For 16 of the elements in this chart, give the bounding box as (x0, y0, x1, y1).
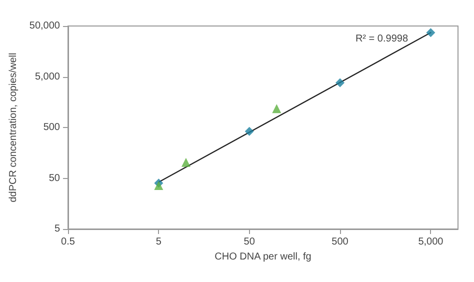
point (426, 28, 436, 38)
y-tick-label: 50 (48, 172, 60, 184)
y-tick-label: 50,000 (29, 20, 60, 32)
y-tick-label: 5,000 (34, 71, 60, 82)
x-axis-title: CHO DNA per well, fg (214, 251, 312, 262)
x-tick-label: 0.5 (61, 236, 76, 248)
x-tick-label: 50 (244, 236, 256, 248)
annotation: R² = 0.9998 (355, 34, 408, 44)
point (336, 78, 345, 88)
y-tick-label: 5 (54, 224, 60, 234)
y-tick-label: 500 (43, 122, 60, 133)
y-axis-title: ddPCR concentration, copies/well (8, 52, 20, 202)
x-tick-label: 5 (156, 236, 162, 248)
point (244, 126, 254, 136)
x-tick-label: 500 (332, 236, 349, 248)
x-tick-label: 5,000 (418, 236, 444, 248)
